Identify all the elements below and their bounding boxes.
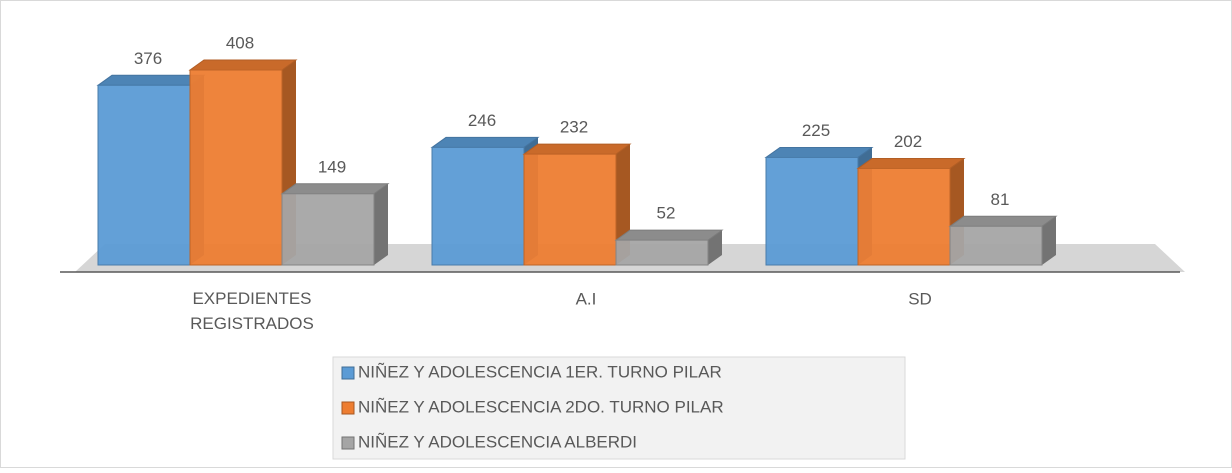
bar xyxy=(430,136,540,266)
value-label: 246 xyxy=(468,111,496,130)
bar xyxy=(764,146,874,266)
x-tick-label: SD xyxy=(908,289,932,308)
bar-front xyxy=(765,156,859,266)
bar xyxy=(280,183,390,266)
value-label: 52 xyxy=(657,204,676,223)
bar-top xyxy=(188,59,298,71)
bar-top xyxy=(96,74,206,86)
x-tick-label: EXPEDIENTES REGISTRADOS xyxy=(190,289,314,333)
legend-label: NIÑEZ Y ADOLESCENCIA 1ER. TURNO PILAR xyxy=(358,362,722,381)
value-label: 376 xyxy=(134,49,162,68)
legend-label: NIÑEZ Y ADOLESCENCIA 2DO. TURNO PILAR xyxy=(358,397,724,416)
bar-top xyxy=(614,229,724,241)
value-label: 149 xyxy=(318,157,346,176)
bar-side xyxy=(374,183,388,265)
bar-front xyxy=(615,239,709,266)
value-label: 202 xyxy=(894,132,922,151)
bar-side xyxy=(708,230,722,265)
legend xyxy=(332,356,906,460)
bar-side xyxy=(1042,216,1056,265)
bar-top xyxy=(430,136,540,148)
bar-top xyxy=(764,146,874,158)
value-label: 408 xyxy=(226,33,254,52)
bar-top xyxy=(856,157,966,169)
value-label: 81 xyxy=(991,190,1010,209)
x-tick-label: A.I xyxy=(576,289,597,308)
bar-front xyxy=(97,84,191,266)
bar xyxy=(948,215,1058,266)
bar xyxy=(188,59,298,266)
bar-front xyxy=(189,69,283,266)
bar-front xyxy=(431,146,525,266)
bar-top xyxy=(522,143,632,155)
legend-swatch xyxy=(341,401,355,415)
value-label: 225 xyxy=(802,121,830,140)
bar-front xyxy=(949,225,1043,266)
bar-front xyxy=(857,167,951,266)
bar-top xyxy=(948,215,1058,227)
legend-swatch xyxy=(341,436,355,450)
bar xyxy=(522,143,632,266)
value-label: 232 xyxy=(560,118,588,137)
bar xyxy=(856,157,966,266)
legend-label: NIÑEZ Y ADOLESCENCIA ALBERDI xyxy=(358,432,637,451)
bar-front xyxy=(523,153,617,266)
legend-swatch xyxy=(341,366,355,380)
bar-front xyxy=(281,193,375,266)
bar xyxy=(96,74,206,266)
bar xyxy=(614,229,724,266)
bar-top xyxy=(280,183,390,195)
